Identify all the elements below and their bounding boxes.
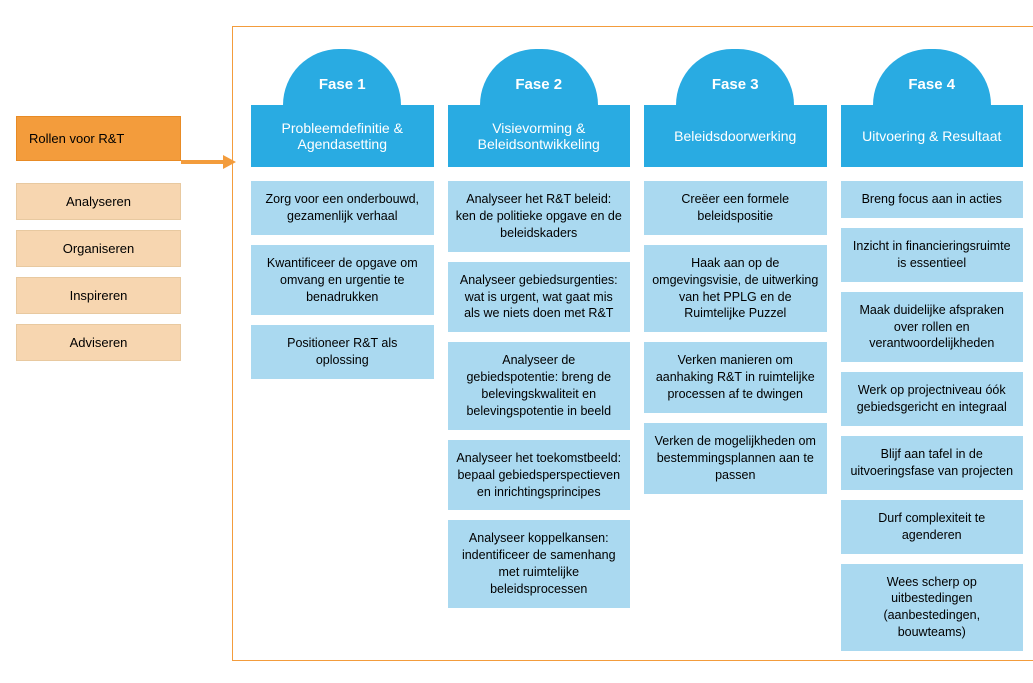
phase-title: Visievorming & Beleidsontwikkeling <box>448 105 631 167</box>
sidebar-title: Rollen voor R&T <box>16 116 181 161</box>
phase-cap: Fase 4 <box>873 49 991 105</box>
sidebar-item: Adviseren <box>16 324 181 361</box>
phase-title: Uitvoering & Resultaat <box>841 105 1024 167</box>
phase-card: Verken de mogelijkheden om bestemmingspl… <box>644 423 827 494</box>
phase-card: Wees scherp op uitbestedingen (aanbested… <box>841 564 1024 652</box>
diagram-stage: Rollen voor R&T Analyseren Organiseren I… <box>16 16 1033 667</box>
phase-column-1: Fase 1 Probleemdefinitie & Agendasetting… <box>251 49 434 389</box>
phase-columns: Fase 1 Probleemdefinitie & Agendasetting… <box>251 49 1023 642</box>
phase-card: Analyseer het toekomstbeeld: bepaal gebi… <box>448 440 631 511</box>
phase-cap: Fase 2 <box>480 49 598 105</box>
phase-card: Breng focus aan in acties <box>841 181 1024 218</box>
phase-cap-wrap: Fase 1 <box>251 49 434 105</box>
phase-card: Creëer een formele beleidspositie <box>644 181 827 235</box>
phase-card: Durf complexiteit te agenderen <box>841 500 1024 554</box>
phase-column-2: Fase 2 Visievorming & Beleidsontwikkelin… <box>448 49 631 618</box>
phase-card: Zorg voor een onderbouwd, gezamenlijk ve… <box>251 181 434 235</box>
phase-card: Analyseer koppelkansen: indentificeer de… <box>448 520 631 608</box>
phase-card: Maak duidelijke afspraken over rollen en… <box>841 292 1024 363</box>
phase-card: Positioneer R&T als oplossing <box>251 325 434 379</box>
phase-card: Werk op projectniveau óók gebiedsgericht… <box>841 372 1024 426</box>
sidebar-item: Organiseren <box>16 230 181 267</box>
phase-card: Kwantificeer de opgave om omvang en urge… <box>251 245 434 316</box>
phase-cap-wrap: Fase 3 <box>644 49 827 105</box>
phase-card: Blijf aan tafel in de uitvoeringsfase va… <box>841 436 1024 490</box>
phase-title: Beleidsdoorwerking <box>644 105 827 167</box>
phase-card: Verken manieren om aanhaking R&T in ruim… <box>644 342 827 413</box>
phase-card: Haak aan op de omgevingsvisie, de uitwer… <box>644 245 827 333</box>
phases-frame: Fase 1 Probleemdefinitie & Agendasetting… <box>232 26 1033 661</box>
sidebar-item: Inspireren <box>16 277 181 314</box>
phase-title: Probleemdefinitie & Agendasetting <box>251 105 434 167</box>
phase-cap: Fase 1 <box>283 49 401 105</box>
sidebar: Rollen voor R&T Analyseren Organiseren I… <box>16 116 181 371</box>
phase-column-3: Fase 3 Beleidsdoorwerking Creëer een for… <box>644 49 827 504</box>
phase-column-4: Fase 4 Uitvoering & Resultaat Breng focu… <box>841 49 1024 661</box>
phase-card: Analyseer de gebiedspotentie: breng de b… <box>448 342 631 430</box>
sidebar-item: Analyseren <box>16 183 181 220</box>
phase-cap-wrap: Fase 2 <box>448 49 631 105</box>
phase-cap: Fase 3 <box>676 49 794 105</box>
phase-cap-wrap: Fase 4 <box>841 49 1024 105</box>
phase-card: Inzicht in financieringsruimte is essent… <box>841 228 1024 282</box>
arrow-icon <box>181 154 236 170</box>
phase-card: Analyseer het R&T beleid: ken de politie… <box>448 181 631 252</box>
phase-card: Analyseer gebiedsurgenties: wat is urgen… <box>448 262 631 333</box>
